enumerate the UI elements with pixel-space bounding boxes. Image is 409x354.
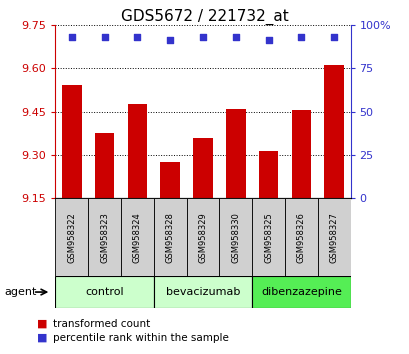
Text: percentile rank within the sample: percentile rank within the sample xyxy=(53,333,229,343)
Bar xyxy=(252,276,350,308)
Bar xyxy=(225,109,245,198)
Text: ■: ■ xyxy=(37,333,47,343)
Bar xyxy=(291,110,310,198)
Bar xyxy=(284,198,317,276)
Text: GDS5672 / 221732_at: GDS5672 / 221732_at xyxy=(121,9,288,25)
Point xyxy=(265,38,271,43)
Point xyxy=(166,38,173,43)
Text: GSM958323: GSM958323 xyxy=(100,212,109,263)
Bar xyxy=(186,198,219,276)
Bar xyxy=(55,198,88,276)
Point xyxy=(330,34,337,40)
Text: ■: ■ xyxy=(37,319,47,329)
Bar xyxy=(252,198,284,276)
Point xyxy=(297,34,304,40)
Text: transformed count: transformed count xyxy=(53,319,150,329)
Bar xyxy=(127,104,147,198)
Text: agent: agent xyxy=(4,287,36,297)
Text: GSM958327: GSM958327 xyxy=(329,212,338,263)
Point xyxy=(199,34,206,40)
Bar xyxy=(88,198,121,276)
Text: control: control xyxy=(85,287,124,297)
Point xyxy=(134,34,140,40)
Text: GSM958326: GSM958326 xyxy=(296,212,305,263)
Point xyxy=(232,34,238,40)
Text: GSM958330: GSM958330 xyxy=(231,212,240,263)
Text: GSM958325: GSM958325 xyxy=(263,212,272,263)
Bar xyxy=(94,133,114,198)
Bar xyxy=(193,137,212,198)
Bar xyxy=(55,276,153,308)
Text: bevacizumab: bevacizumab xyxy=(165,287,240,297)
Bar xyxy=(62,85,81,198)
Point xyxy=(68,34,75,40)
Bar xyxy=(121,198,153,276)
Text: GSM958324: GSM958324 xyxy=(133,212,142,263)
Bar xyxy=(317,198,350,276)
Bar xyxy=(258,150,278,198)
Bar xyxy=(324,65,343,198)
Text: GSM958328: GSM958328 xyxy=(165,212,174,263)
Point xyxy=(101,34,108,40)
Bar xyxy=(153,198,186,276)
Text: GSM958322: GSM958322 xyxy=(67,212,76,263)
Text: dibenzazepine: dibenzazepine xyxy=(260,287,341,297)
Text: GSM958329: GSM958329 xyxy=(198,212,207,263)
Bar xyxy=(153,276,252,308)
Bar xyxy=(219,198,252,276)
Bar xyxy=(160,162,180,198)
